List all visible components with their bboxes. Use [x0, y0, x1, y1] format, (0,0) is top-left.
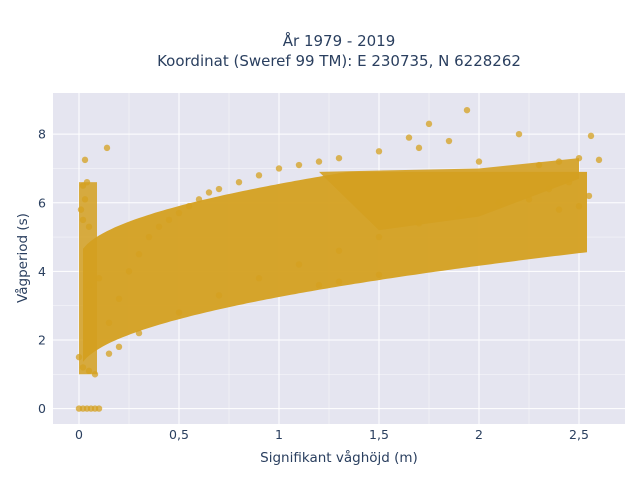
scatter-point [375, 271, 383, 278]
scatter-point [595, 156, 603, 164]
y-tick-label: 2 [38, 332, 46, 347]
scatter-point [295, 161, 303, 169]
scatter-point [425, 120, 433, 128]
scatter-point [145, 233, 153, 241]
scatter-point [455, 206, 463, 213]
density-layer [79, 158, 587, 375]
scatter-point [255, 275, 263, 282]
scatter-point [79, 364, 87, 371]
scatter-point [125, 268, 133, 275]
scatter-point [85, 223, 93, 230]
low-height-point-column [79, 182, 97, 375]
scatter-point [135, 329, 143, 337]
scatter-point [115, 295, 123, 303]
y-axis-label: Vågperiod (s) [14, 213, 31, 303]
scatter-point [555, 206, 563, 213]
scatter-point [335, 247, 343, 254]
scatter-point [275, 165, 283, 172]
tick-layer: 0 0,5 1 1,5 2 2,5 0 2 4 6 8 [38, 127, 589, 442]
scatter-point [415, 144, 423, 152]
scatter-point [175, 209, 183, 217]
scatter-point [95, 275, 103, 282]
x-tick-label: 0 [75, 427, 83, 442]
x-tick-label: 0,5 [169, 427, 189, 442]
scatter-point [335, 278, 343, 285]
scatter-point [91, 371, 99, 378]
scatter-point [175, 309, 183, 316]
scatter-point [525, 196, 533, 203]
scatter-point [103, 144, 111, 152]
scatter-point [555, 158, 563, 165]
scatter-point [535, 161, 543, 169]
scatter-point [315, 158, 323, 165]
scatter-point [375, 148, 383, 155]
scatter-point [235, 178, 243, 186]
dense-point-cloud [83, 171, 587, 371]
scatter-point [295, 261, 303, 268]
scatter-point [155, 223, 163, 230]
scatter-point [83, 178, 91, 186]
scatter-point [565, 178, 573, 186]
x-axis-label: Signifikant våghöjd (m) [260, 449, 418, 466]
scatter-point [495, 199, 503, 206]
scatter-point [81, 156, 89, 164]
upper-point-band [319, 158, 579, 231]
points-layer [75, 106, 603, 412]
scatter-point [79, 216, 87, 224]
scatter-point [195, 196, 203, 203]
scatter-point [575, 154, 583, 162]
scatter-point [215, 292, 223, 299]
chart-title-line-1: År 1979 - 2019 [283, 31, 396, 50]
y-tick-label: 6 [38, 195, 46, 210]
scatter-point [215, 185, 223, 193]
scatter-point [185, 202, 193, 210]
scatter-point [85, 367, 93, 375]
scatter-point [415, 220, 423, 227]
x-tick-label: 2 [475, 427, 483, 442]
y-tick-label: 0 [38, 401, 46, 416]
scatter-point [445, 137, 453, 145]
y-tick-label: 8 [38, 127, 46, 142]
scatter-point [77, 206, 85, 213]
scatter-point [405, 134, 413, 141]
y-tick-label: 4 [38, 264, 46, 279]
scatter-point [315, 281, 323, 289]
scatter-point [475, 158, 483, 165]
scatter-point [205, 189, 213, 196]
scatter-point [335, 154, 343, 162]
scatter-point [165, 216, 173, 224]
scatter-point [135, 251, 143, 258]
scatter-point [255, 172, 263, 179]
scatter-point [375, 233, 383, 241]
scatter-point [575, 202, 583, 210]
scatter-point [95, 405, 103, 412]
chart-title-line-2: Koordinat (Sweref 99 TM): E 230735, N 62… [157, 52, 521, 70]
x-tick-label: 2,5 [569, 427, 589, 442]
x-tick-label: 1 [275, 427, 283, 442]
scatter-point [515, 130, 523, 138]
scatter-point [463, 106, 471, 114]
x-tick-label: 1,5 [369, 427, 389, 442]
scatter-point [115, 343, 123, 351]
scatter-point [105, 319, 113, 327]
scatter-point [105, 350, 113, 357]
scatter-point [587, 132, 595, 140]
scatter-point [85, 281, 93, 289]
scatter-point [545, 185, 553, 193]
scatter-point [81, 196, 89, 203]
scatter-point [75, 353, 83, 361]
scatter-point [585, 192, 593, 200]
